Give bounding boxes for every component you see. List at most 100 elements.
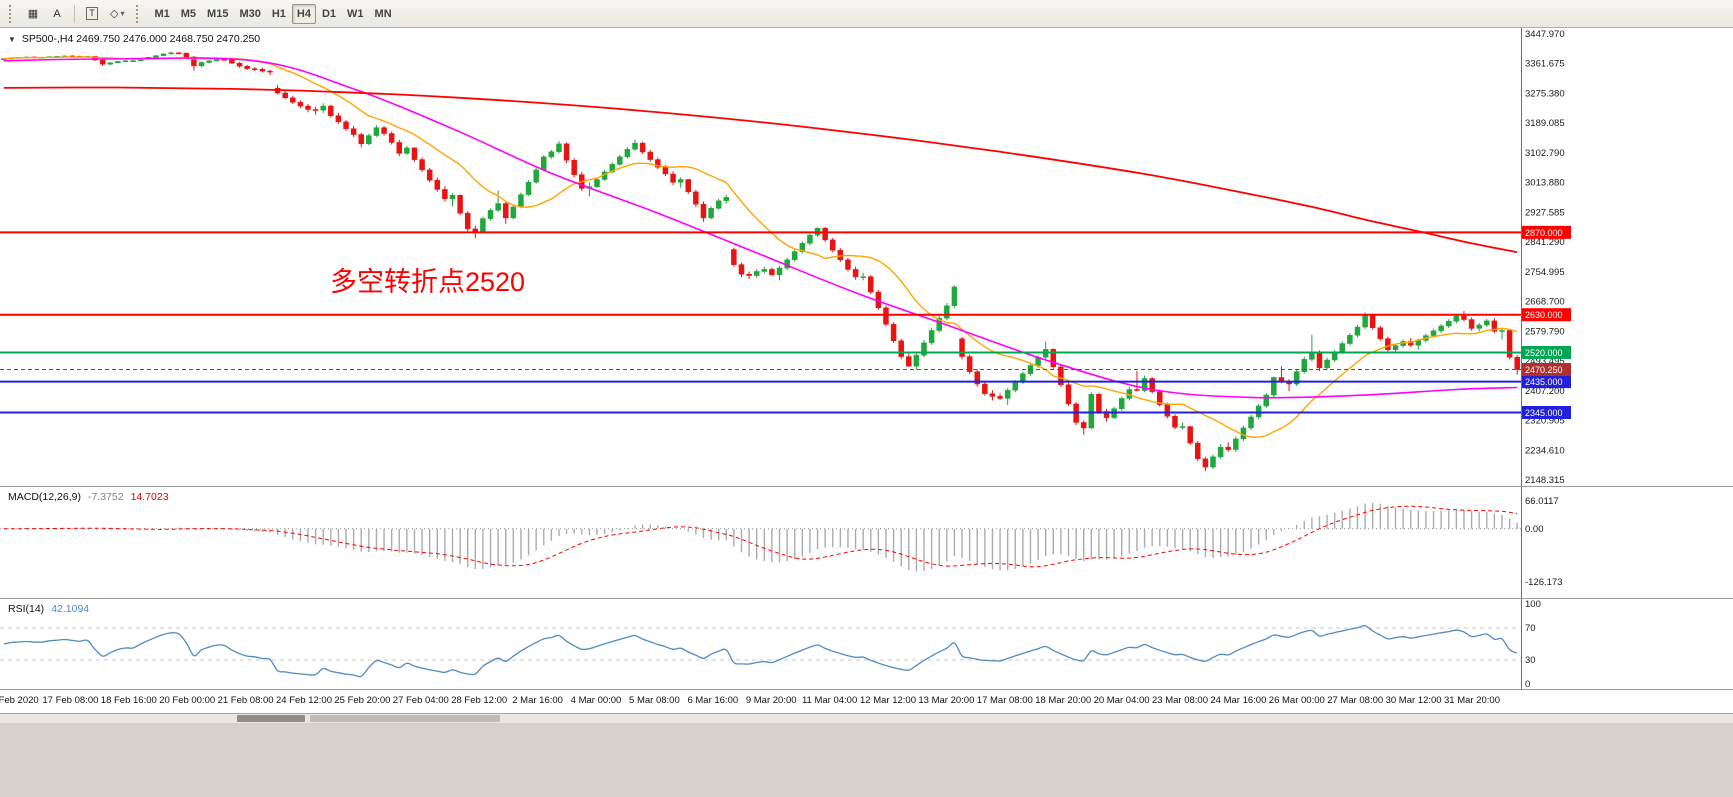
candle-body [1134, 389, 1140, 391]
bottom-scroll-thumb-2[interactable] [310, 715, 500, 722]
macd-canvas[interactable]: 66.0117 0.00 -126.173 [0, 487, 1733, 598]
candle-body [320, 105, 326, 111]
timeframe-button-W1[interactable]: W1 [342, 4, 369, 24]
candle-body [639, 142, 646, 153]
candle-body [328, 105, 334, 116]
cursor-tool-button[interactable]: A [46, 4, 68, 24]
y-axis-label: 3361.675 [1525, 59, 1565, 70]
candle-body [1476, 324, 1482, 329]
bottom-scroll-track[interactable] [0, 714, 1733, 723]
candle-body [510, 206, 517, 219]
toolbar-grip-2[interactable] [136, 4, 142, 23]
candle-body [723, 197, 730, 202]
candle-body [662, 166, 669, 175]
candle-body [1195, 442, 1201, 460]
price-badge-text: 2520.000 [1525, 348, 1563, 358]
candle-body [959, 338, 965, 357]
macd-main-value: -7.3752 [87, 491, 124, 503]
candle-body [1446, 320, 1452, 327]
time-axis-label: 21 Feb 08:00 [217, 695, 274, 706]
timeframe-button-MN[interactable]: MN [370, 4, 397, 24]
timeframe-button-M1[interactable]: M1 [149, 4, 174, 24]
candle-body [624, 149, 631, 158]
time-axis-label: 6 Mar 16:00 [687, 695, 739, 706]
candle-body [700, 203, 707, 219]
price-badge-text: 2470.250 [1525, 365, 1563, 375]
y-axis-label: 2493.495 [1525, 356, 1565, 367]
candle-body [731, 249, 737, 265]
candle-body [1240, 427, 1247, 440]
timeframe-button-H1[interactable]: H1 [267, 4, 291, 24]
candle-body [282, 92, 288, 99]
candle-body [791, 251, 798, 261]
candle-body [1233, 438, 1239, 450]
time-axis-label: 18 Feb 16:00 [100, 695, 157, 706]
candle-body [845, 259, 851, 270]
candle-body [647, 151, 653, 160]
time-axis-label: 14 Feb 2020 [0, 695, 39, 706]
candle-body [822, 227, 828, 241]
candle-body [868, 276, 874, 293]
price-badge-current [1522, 363, 1571, 377]
time-axis-label: 27 Mar 08:00 [1327, 695, 1384, 706]
price-chart-canvas[interactable]: 3447.970 3361.675 3275.380 3189.085 3102.790… [0, 28, 1733, 486]
candle-body [350, 128, 357, 135]
timeframe-button-H4[interactable]: H4 [291, 3, 316, 24]
time-axis-label: 13 Mar 20:00 [918, 695, 975, 706]
candle-body [92, 56, 98, 61]
price-badge-text: 2870.000 [1525, 228, 1563, 238]
text-tool-icon: T [86, 7, 98, 20]
y-axis-label: 3189.085 [1525, 118, 1565, 129]
timeframe-button-D1[interactable]: D1 [317, 4, 341, 24]
timeframe-toolbar: M1 M5 M15 M30 H1 H4 D1 W1 MN [149, 3, 397, 24]
chart-grid-icon: ▦ [27, 8, 39, 20]
objects-dropdown-button[interactable]: ◇ ▾ [105, 4, 129, 24]
timeframe-button-M15[interactable]: M15 [202, 4, 233, 24]
candle-body [191, 56, 197, 67]
toolbar-grip[interactable] [9, 4, 15, 23]
symbol-collapse-icon[interactable]: ▼ [8, 34, 16, 44]
time-axis-label: 31 Mar 20:00 [1444, 695, 1500, 706]
candle-body [1407, 341, 1414, 346]
candle-body [122, 60, 129, 63]
candle-body [951, 286, 958, 307]
candle-body [1271, 377, 1277, 396]
time-axis-label: 17 Feb 08:00 [42, 695, 99, 706]
price-badge-2870.000 [1522, 225, 1571, 239]
timeframe-button-M30[interactable]: M30 [234, 4, 265, 24]
candle-body [594, 179, 600, 187]
chart-grid-button[interactable]: ▦ [22, 4, 44, 24]
rsi-axis-label: 0 [1525, 679, 1530, 689]
candle-body [1164, 404, 1171, 417]
rsi-axis-label: 30 [1525, 655, 1536, 666]
bottom-scroll-thumb[interactable] [237, 715, 305, 722]
candle-body [1354, 326, 1361, 336]
candle-body [464, 212, 471, 230]
price-badge-text: 2435.000 [1525, 377, 1563, 387]
candle-body [761, 269, 768, 272]
candle-body [693, 191, 699, 205]
candle-body [130, 60, 136, 63]
candle-body [1012, 381, 1019, 391]
rsi-canvas[interactable]: 100 70 30 0 [0, 599, 1733, 689]
candle-body [1080, 422, 1087, 429]
candle-body [480, 218, 486, 232]
candle-body [1096, 394, 1102, 412]
text-tool-button[interactable]: T [81, 4, 103, 24]
chart-annotation-text[interactable]: 多空转折点2520 [330, 267, 526, 297]
candle-body [442, 189, 448, 199]
candle-body [1377, 327, 1384, 339]
candle-body [906, 356, 912, 367]
y-axis-label: 2234.610 [1525, 445, 1565, 456]
candle-body [168, 52, 174, 55]
candle-body [1058, 366, 1064, 385]
candle-body [1484, 320, 1490, 326]
candle-body [1088, 394, 1095, 429]
price-badge-text: 2630.000 [1525, 310, 1563, 320]
candle-body [99, 59, 106, 65]
candle-body [335, 115, 342, 123]
timeframe-button-M5[interactable]: M5 [176, 4, 201, 24]
candle-body [1103, 411, 1110, 418]
time-axis-label: 26 Mar 00:00 [1268, 695, 1325, 706]
candle-body [1187, 426, 1193, 444]
